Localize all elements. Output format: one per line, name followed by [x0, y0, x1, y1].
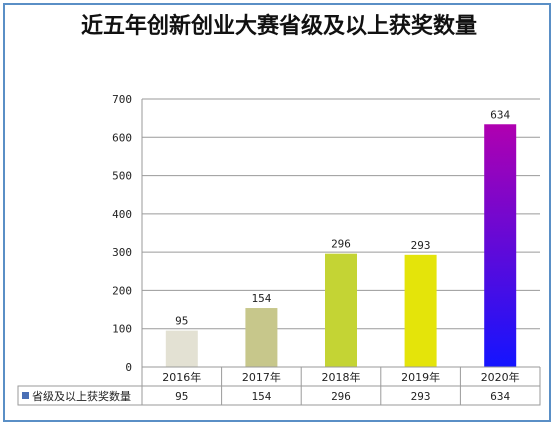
table-value: 296 — [331, 390, 351, 403]
bar — [404, 254, 437, 367]
table-value: 634 — [490, 390, 510, 403]
bar — [245, 308, 278, 367]
table-value: 293 — [411, 390, 431, 403]
table-value: 95 — [175, 390, 188, 403]
legend-series-name: 省级及以上获奖数量 — [32, 389, 131, 403]
x-tick-label: 2018年 — [322, 370, 361, 384]
y-tick-label: 700 — [112, 93, 132, 106]
bar — [484, 124, 517, 367]
data-label: 634 — [490, 108, 510, 121]
y-tick-label: 100 — [112, 323, 132, 336]
y-tick-label: 500 — [112, 170, 132, 183]
data-label: 293 — [411, 239, 431, 252]
x-tick-label: 2017年 — [242, 370, 281, 384]
y-tick-label: 600 — [112, 131, 132, 144]
x-tick-label: 2020年 — [481, 370, 520, 384]
y-tick-label: 0 — [125, 361, 132, 374]
legend-key — [22, 392, 29, 399]
x-tick-label: 2016年 — [162, 370, 201, 384]
y-tick-label: 400 — [112, 208, 132, 221]
data-label: 95 — [175, 315, 188, 328]
x-tick-label: 2019年 — [401, 370, 440, 384]
y-tick-label: 300 — [112, 246, 132, 259]
bar — [165, 330, 198, 367]
data-label: 154 — [251, 292, 271, 305]
table-value: 154 — [251, 390, 271, 403]
chart-title: 近五年创新创业大赛省级及以上获奖数量 — [80, 14, 477, 39]
bar — [325, 253, 357, 367]
data-label: 296 — [331, 238, 351, 251]
y-tick-label: 200 — [112, 284, 132, 297]
